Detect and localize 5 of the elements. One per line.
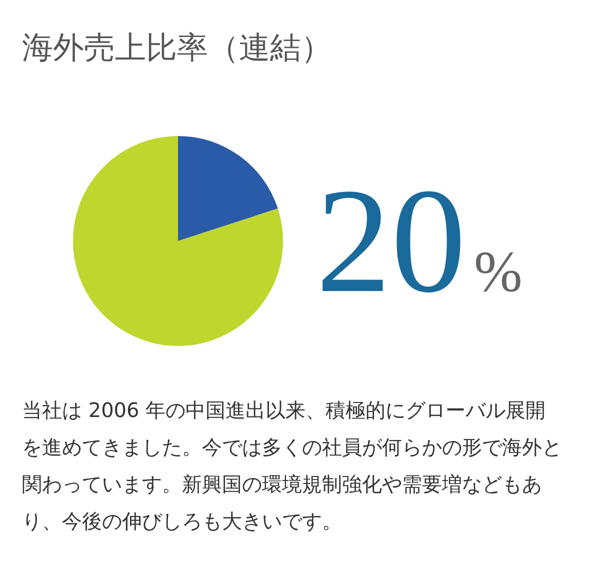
pie-slice [73,136,283,346]
chart-title: 海外売上比率（連結） [22,30,332,66]
text: 当社は 2006 年の中国進出以来、積極的にグローバル展開を進めてきました。今では多くの社員が何らかの形で海外と関わっています。新興国の環境規制強化や需要増などもあり、今後の伸びしろも大きいです。 [22,397,562,535]
pie-slice [178,136,278,241]
data-label: 20% [316,158,522,324]
